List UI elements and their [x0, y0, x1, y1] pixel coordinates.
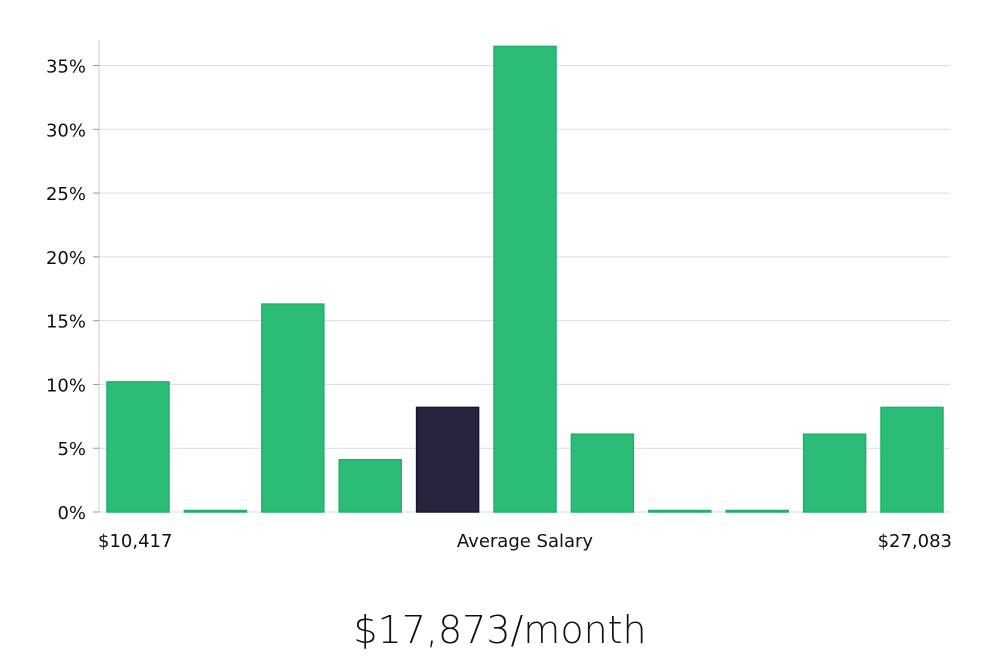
- bar: [880, 406, 944, 513]
- y-tick-label: 25%: [46, 184, 86, 205]
- bar: [648, 509, 712, 513]
- average-salary-value: $17,873/month: [353, 608, 647, 652]
- y-axis-ticks: 0% 5% 10% 15% 20% 25% 30% 35%: [46, 57, 99, 524]
- y-tick-label: 0%: [57, 503, 86, 524]
- y-tick-label: 35%: [46, 57, 86, 78]
- y-tick-label: 5%: [57, 439, 86, 460]
- bar: [183, 509, 248, 513]
- x-axis-title: Average Salary: [457, 531, 594, 552]
- y-tick-label: 30%: [46, 120, 86, 141]
- bar-highlighted: [415, 406, 480, 513]
- bar: [493, 45, 557, 513]
- salary-distribution-chart: 0% 5% 10% 15% 20% 25% 30% 35% $10,417 Average S…: [46, 40, 952, 552]
- y-tick-label: 10%: [46, 375, 86, 396]
- y-tick-label: 20%: [46, 248, 86, 269]
- x-max-label: $27,083: [878, 531, 952, 552]
- bar: [338, 458, 402, 513]
- bar: [570, 433, 635, 513]
- bar: [106, 381, 170, 513]
- bar: [802, 433, 867, 513]
- y-tick-label: 15%: [46, 312, 86, 333]
- bar: [725, 509, 789, 513]
- bars: [106, 45, 944, 513]
- bar: [261, 303, 325, 513]
- x-min-label: $10,417: [98, 531, 172, 552]
